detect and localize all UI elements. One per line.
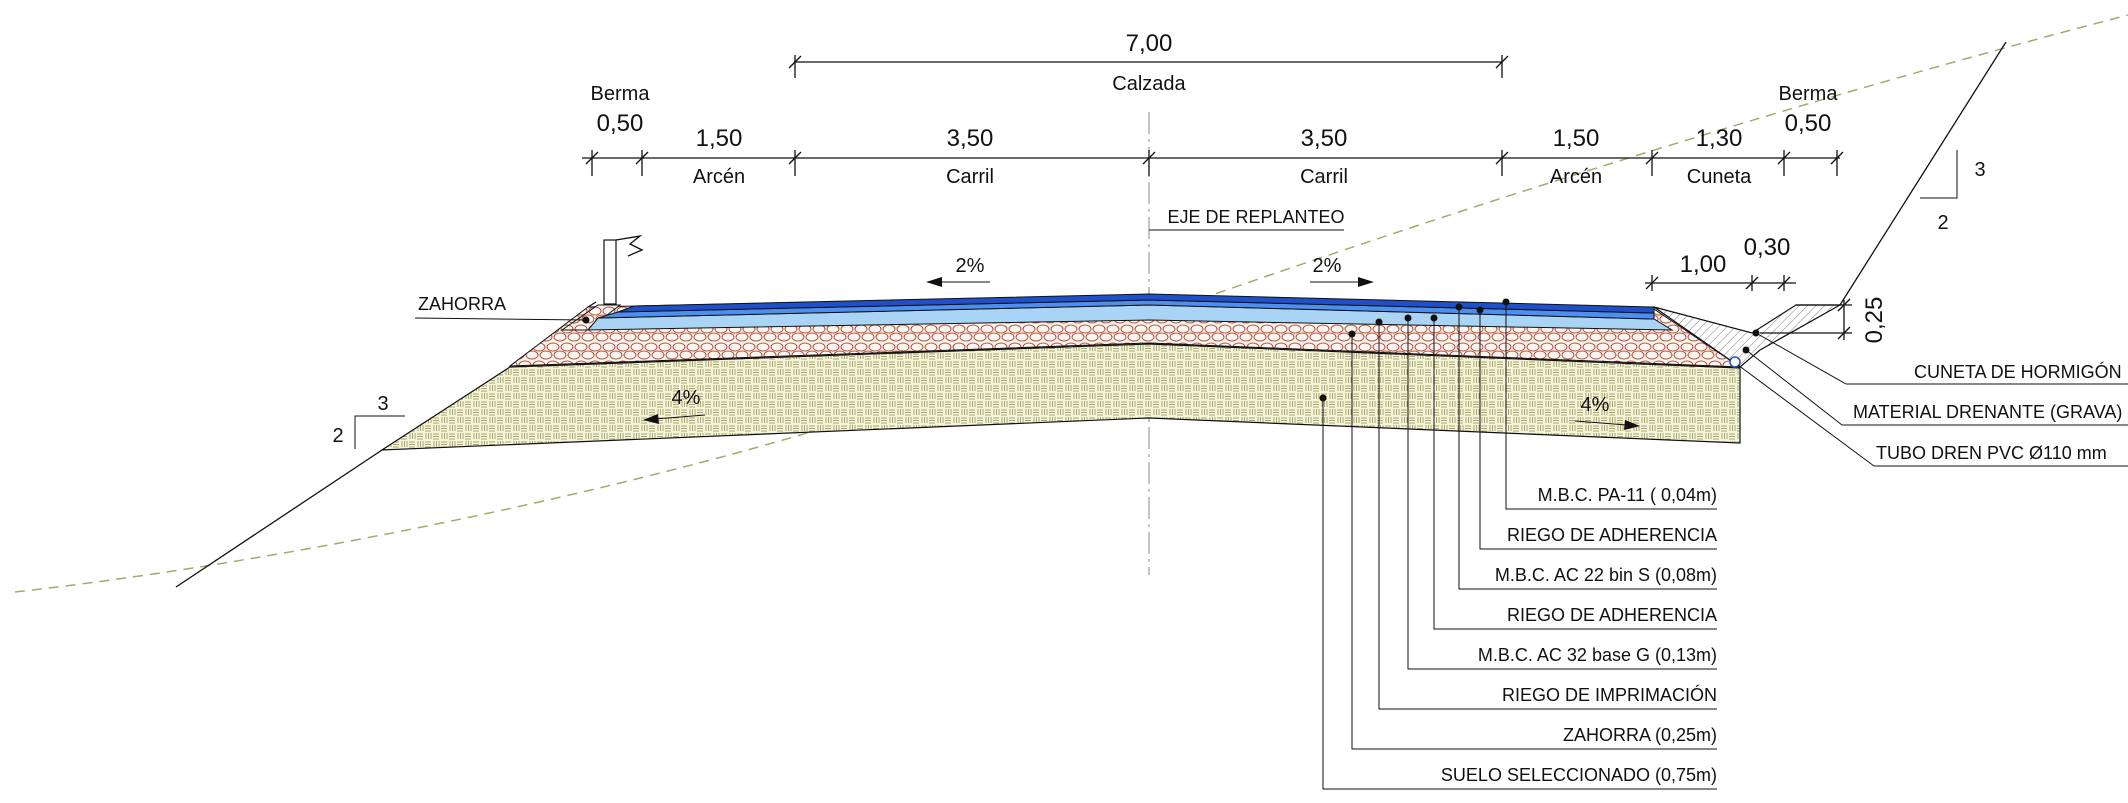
right-base-slope: 4% [1574, 394, 1640, 430]
material-drenante-label: MATERIAL DRENANTE (GRAVA) [1853, 402, 2122, 422]
layer-label: ZAHORRA (0,25m) [1563, 725, 1717, 745]
left-base-slope: 4% [643, 387, 706, 424]
svg-text:0,25: 0,25 [1861, 297, 1888, 344]
zahorra-callout: ZAHORRA [414, 294, 590, 324]
svg-text:4%: 4% [672, 387, 701, 409]
layer-leader-dot [1455, 303, 1463, 311]
talud-right: 3 2 [1920, 150, 1986, 234]
carril-left-value: 3,50 [947, 125, 994, 152]
svg-text:1,00: 1,00 [1680, 251, 1727, 278]
layer-leader-dot [1502, 298, 1510, 306]
berma-left-label: Berma [591, 83, 651, 105]
svg-text:2%: 2% [956, 255, 985, 277]
left-surface-slope: 2% [926, 255, 990, 287]
layer-leader-dot [1404, 314, 1412, 322]
right-callouts: CUNETA DE HORMIGÓN MATERIAL DRENANTE (GR… [1737, 329, 2128, 467]
calzada-dimension: 7,00 Calzada [788, 30, 1509, 95]
berma-right-value: 0,50 [1785, 110, 1832, 137]
segments-dimension: Berma 0,50 1,50 Arcén 3,50 Carril 3,50 C… [582, 83, 1844, 188]
carril-right-value: 3,50 [1301, 125, 1348, 152]
calzada-value: 7,00 [1126, 30, 1173, 57]
svg-text:0,30: 0,30 [1744, 234, 1791, 261]
layer-label: M.B.C. PA-11 ( 0,04m) [1538, 485, 1717, 505]
svg-text:4%: 4% [1581, 394, 1610, 416]
svg-text:ZAHORRA: ZAHORRA [418, 294, 506, 314]
layer-leader-line [1378, 322, 1717, 710]
layer-leader-line [1505, 302, 1717, 510]
svg-text:2%: 2% [1313, 255, 1342, 277]
talud-left: 3 2 [332, 393, 405, 449]
eje-replanteo: EJE DE REPLANTEO [1149, 207, 1345, 231]
dimension-tick-slash [1495, 151, 1509, 165]
dimension-tick-slash [1645, 151, 1659, 165]
berma-right-label: Berma [1779, 83, 1839, 105]
layer-leader-line [1407, 318, 1717, 670]
left-shoulder-edge [587, 301, 597, 308]
layer-label: RIEGO DE ADHERENCIA [1507, 525, 1717, 545]
svg-text:3: 3 [377, 393, 388, 415]
arcen-right-label: Arcén [1550, 166, 1602, 188]
tubo-dren-label: TUBO DREN PVC Ø110 mm [1876, 443, 2107, 463]
layer-label: RIEGO DE IMPRIMACIÓN [1502, 684, 1717, 705]
drain-pipe [1729, 356, 1741, 368]
arcen-left-label: Arcén [693, 166, 745, 188]
layer-label: M.B.C. AC 22 bin S (0,08m) [1495, 565, 1717, 585]
layer-leader-line [1351, 334, 1717, 750]
dimension-tick-slash [788, 151, 802, 165]
layer-callouts: M.B.C. PA-11 ( 0,04m) RIEGO DE ADHERENCIA… [1319, 298, 1717, 790]
dimension-tick-slash [1830, 151, 1844, 165]
layer-leader-line [1479, 310, 1717, 550]
layer-leader-dot [1348, 330, 1356, 338]
calzada-label: Calzada [1112, 73, 1186, 95]
carril-right-label: Carril [1300, 166, 1348, 188]
berma-left-value: 0,50 [597, 110, 644, 137]
cuneta-dimensions: 1,00 0,30 0,25 [1645, 234, 1888, 343]
svg-text:3: 3 [1974, 159, 1985, 181]
right-slope-line [1839, 41, 2007, 306]
layer-leader-line [1322, 398, 1717, 790]
cuneta-label: Cuneta [1687, 166, 1752, 188]
layer-label: SUELO SELECCIONADO (0,75m) [1441, 765, 1717, 785]
arcen-left-value: 1,50 [696, 125, 743, 152]
dimension-tick-slash [1777, 151, 1791, 165]
layer-leader-dot [1319, 394, 1327, 402]
left-slope-line [175, 449, 383, 588]
layer-leader-line [1458, 307, 1717, 590]
pa11-layer [617, 293, 1655, 314]
layer-leader-dot [1430, 314, 1438, 322]
layer-label: RIEGO DE ADHERENCIA [1507, 605, 1717, 625]
layer-label: M.B.C. AC 32 base G (0,13m) [1478, 645, 1717, 665]
dimension-tick-slash [585, 151, 599, 165]
carril-left-label: Carril [946, 166, 994, 188]
cuneta-hormigon-label: CUNETA DE HORMIGÓN [1914, 361, 2122, 382]
dimension-tick-slash [635, 151, 649, 165]
eje-label: EJE DE REPLANTEO [1167, 207, 1344, 227]
right-surface-slope: 2% [1310, 255, 1374, 287]
svg-text:2: 2 [1937, 212, 1948, 234]
svg-text:2: 2 [332, 425, 343, 447]
layer-leader-line [1433, 318, 1717, 630]
dimension-tick-slash [1142, 151, 1156, 165]
sign-post [603, 234, 644, 305]
layer-leader-dot [1476, 306, 1484, 314]
arcen-right-value: 1,50 [1553, 125, 1600, 152]
layer-leader-dot [1375, 318, 1383, 326]
cuneta-value: 1,30 [1696, 125, 1743, 152]
